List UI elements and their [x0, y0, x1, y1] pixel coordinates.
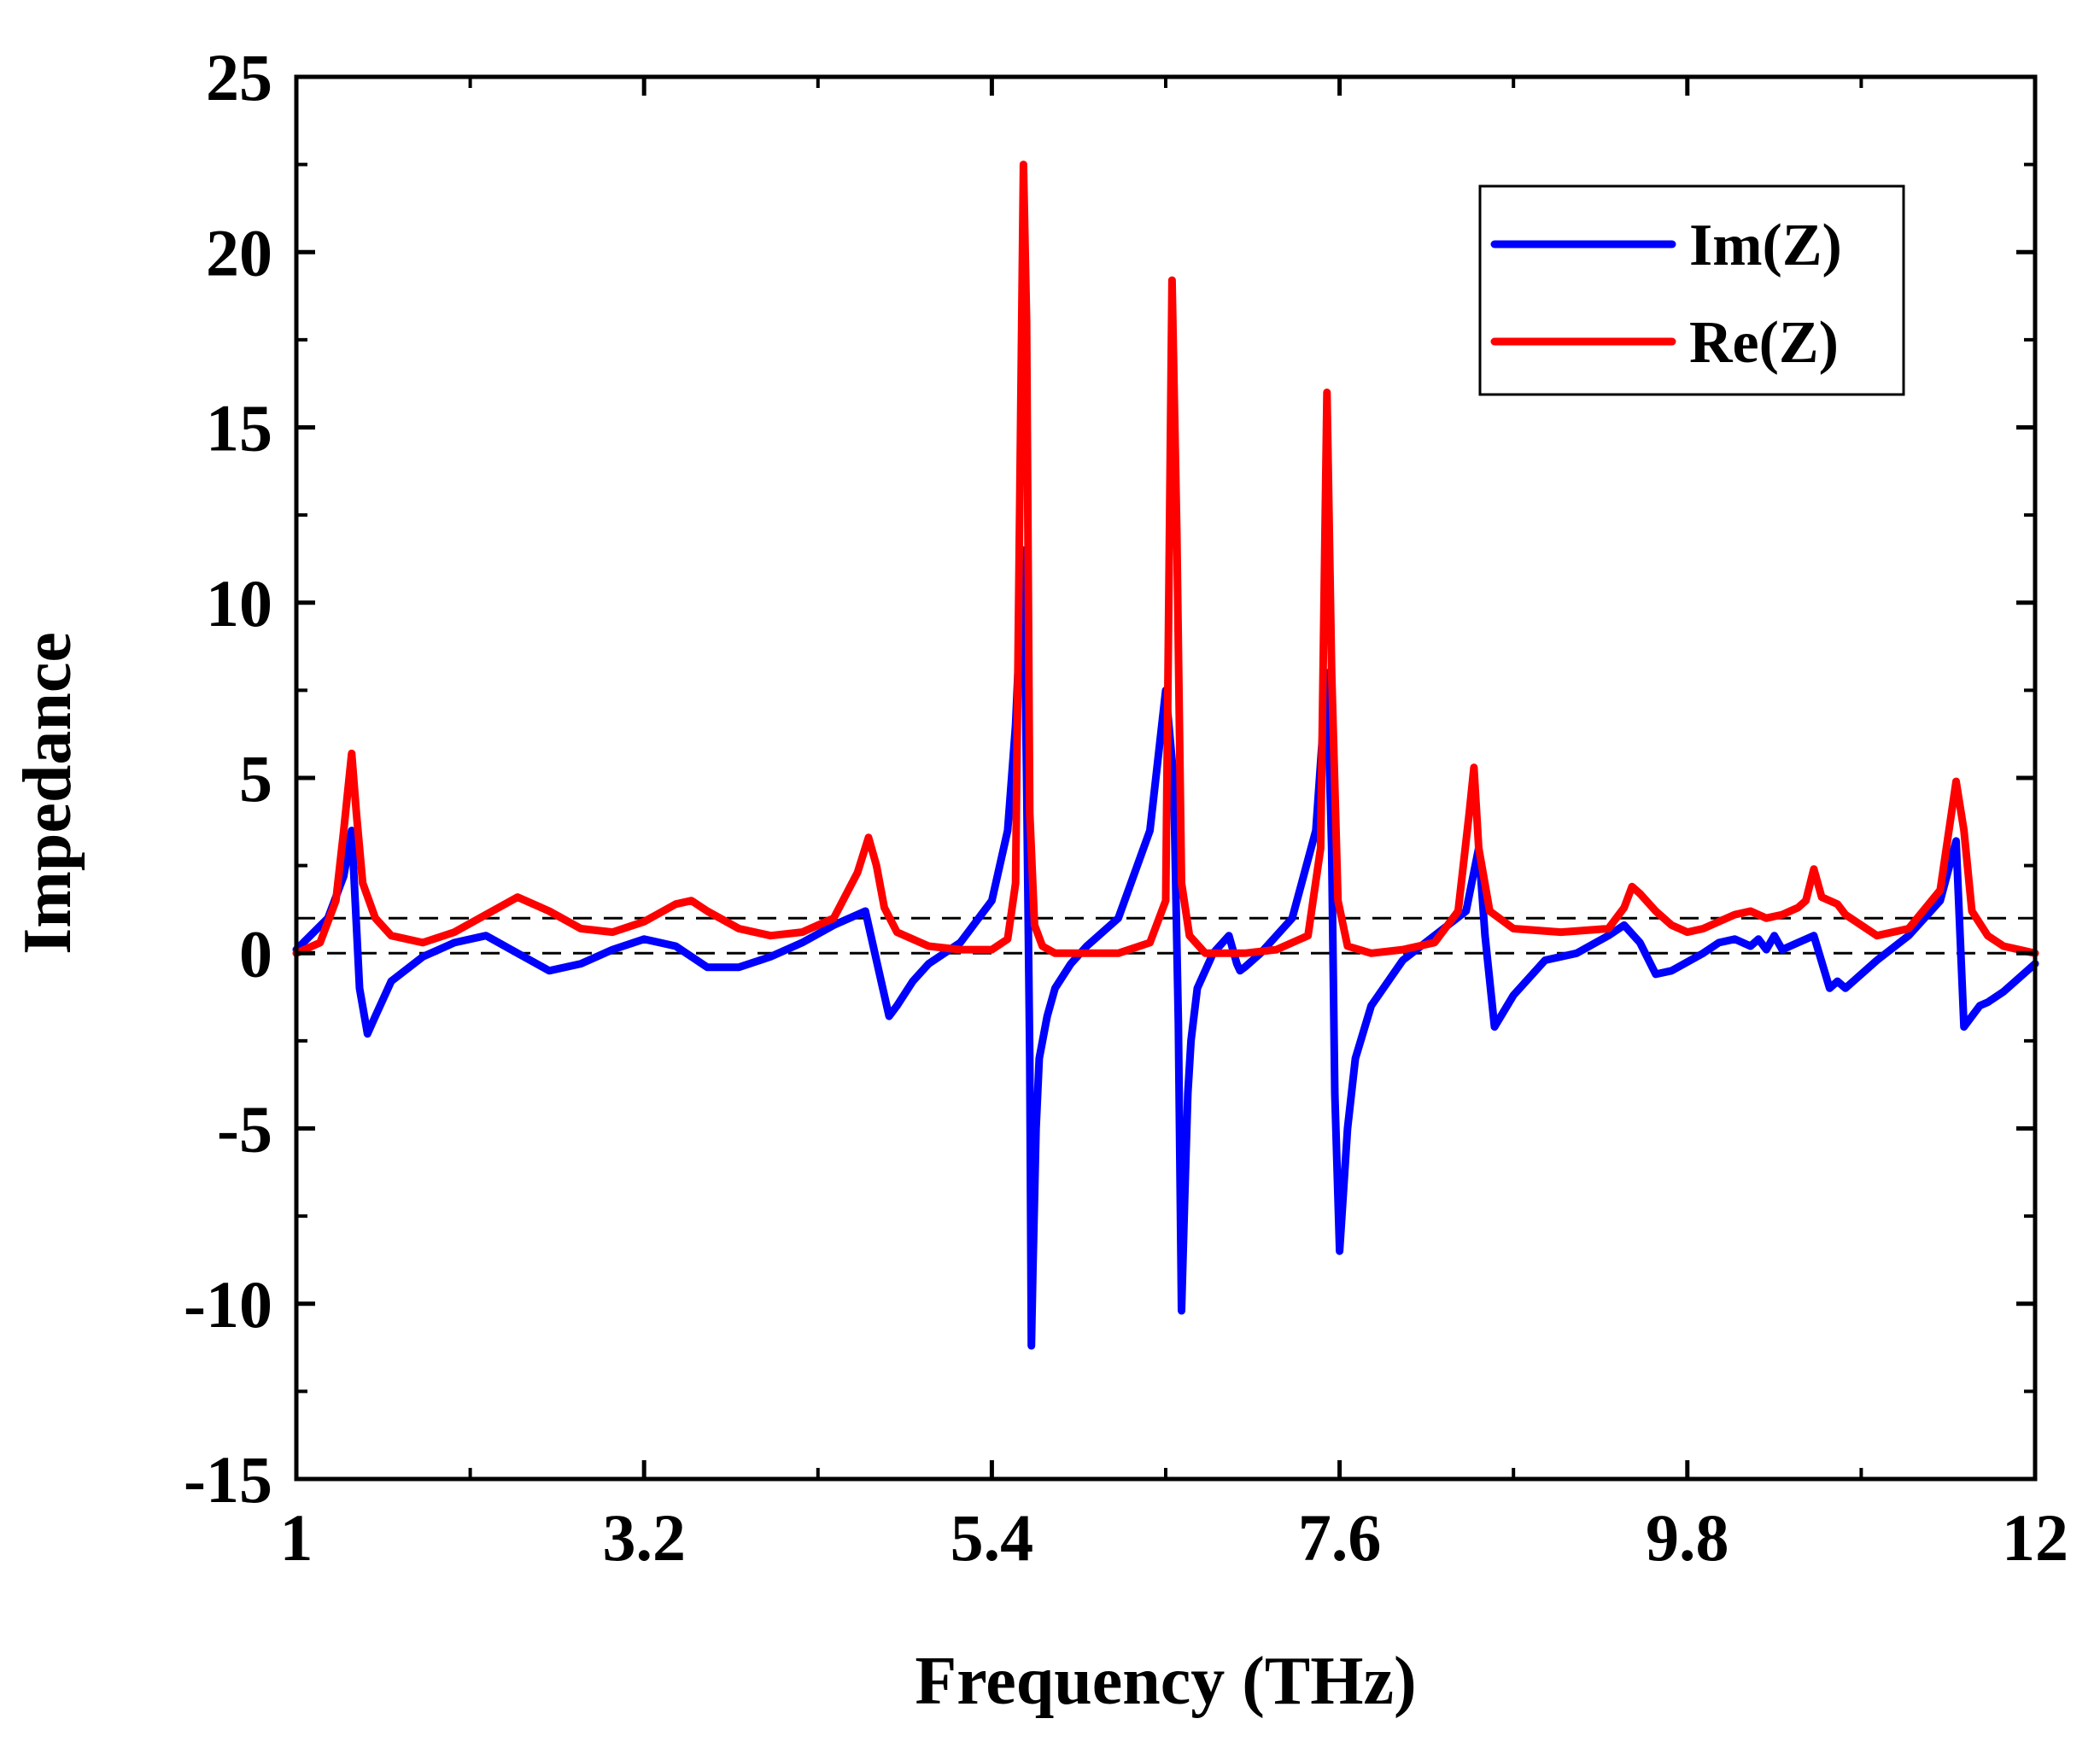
y-tick-label: 5: [239, 741, 272, 815]
series-line-im-z: [292, 546, 2039, 1350]
y-tick-label: 0: [239, 916, 272, 991]
series-line-re-z: [292, 161, 2039, 957]
y-tick-label: -10: [184, 1267, 272, 1342]
x-tick-label: 1: [280, 1500, 313, 1575]
y-tick-label: 25: [206, 40, 272, 114]
axis-ticks: [294, 74, 2038, 1482]
legend-label-re-z: Re(Z): [1689, 310, 1839, 376]
y-axis-title: Impedance: [10, 632, 85, 955]
y-tick-label: -5: [217, 1092, 272, 1166]
reference-lines: [296, 916, 2035, 955]
legend-label-im-z: Im(Z): [1689, 213, 1842, 278]
x-axis-title: Frequency (THz): [915, 1644, 1416, 1719]
x-tick-label: 5.4: [951, 1500, 1034, 1575]
x-tick-label: 3.2: [602, 1500, 686, 1575]
x-tick-label: 7.6: [1298, 1500, 1382, 1575]
y-tick-label: -15: [184, 1442, 272, 1517]
legend: Im(Z) Re(Z): [1478, 184, 1905, 396]
x-tick-label: 9.8: [1646, 1500, 1729, 1575]
series-layer: [292, 161, 2039, 1350]
y-tick-label: 10: [206, 566, 272, 640]
axis-tick-labels: 1 3.2 5.4 7.6 9.8 12 -15 -10 -5 0 5 10 15 20 25: [184, 40, 2068, 1575]
y-tick-label: 15: [206, 391, 272, 465]
x-tick-label: 12: [2002, 1500, 2068, 1575]
legend-box: [1478, 184, 1905, 396]
y-tick-label: 20: [206, 215, 272, 289]
